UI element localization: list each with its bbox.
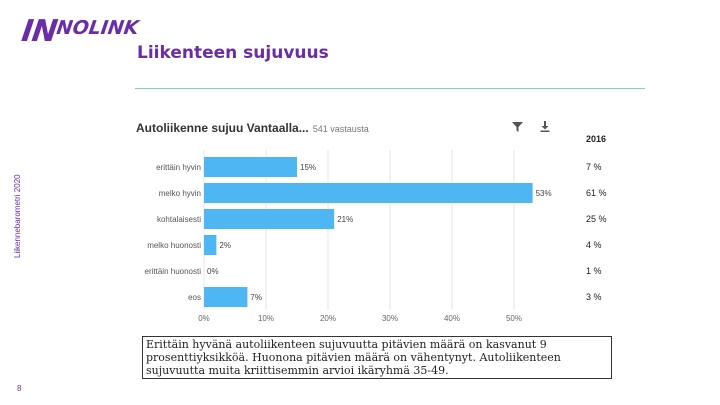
chart-title-text: Autoliikenne sujuu Vantaalla... <box>136 121 309 135</box>
data-label: 53% <box>536 189 552 198</box>
page-number: 8 <box>17 384 22 393</box>
x-tick-label: 40% <box>444 314 460 323</box>
bar <box>204 235 217 255</box>
x-tick-label: 50% <box>506 314 522 323</box>
bar <box>204 183 533 203</box>
data-label: 21% <box>337 215 353 224</box>
data-label: 7% <box>250 293 262 302</box>
comparison-year-label: 2016 <box>586 134 607 144</box>
x-tick-label: 0% <box>198 314 210 323</box>
data-label: 0% <box>207 267 219 276</box>
comparison-value: 7 % <box>586 162 602 172</box>
data-label: 15% <box>300 163 316 172</box>
bar <box>204 209 335 229</box>
x-tick-label: 30% <box>382 314 398 323</box>
filter-icon[interactable] <box>512 122 523 132</box>
download-icon[interactable] <box>540 121 550 132</box>
category-label: erittäin hyvin <box>156 163 201 172</box>
category-label: melko huonosti <box>147 241 201 250</box>
bar <box>204 157 297 177</box>
data-label: 2% <box>219 241 231 250</box>
category-label: kohtalaisesti <box>157 215 201 224</box>
response-count: 541 vastausta <box>312 124 369 134</box>
category-label: eos <box>188 293 201 302</box>
bar <box>204 287 248 307</box>
comparison-value: 1 % <box>586 266 602 276</box>
chart-title: Autoliikenne sujuu Vantaalla... 541 vasta… <box>136 121 369 135</box>
caption-text: Erittäin hyvänä autoliikenteen sujuvuutt… <box>142 336 612 379</box>
category-label: erittäin huonosti <box>145 267 202 276</box>
comparison-value: 4 % <box>586 240 602 250</box>
x-tick-label: 20% <box>320 314 336 323</box>
x-tick-label: 10% <box>258 314 274 323</box>
comparison-value: 61 % <box>586 188 607 198</box>
category-label: melko hyvin <box>159 189 201 198</box>
comparison-value: 3 % <box>586 292 602 302</box>
page-title: Liikenteen sujuvuus <box>137 43 329 63</box>
title-divider <box>135 88 645 89</box>
comparison-value: 25 % <box>586 214 607 224</box>
